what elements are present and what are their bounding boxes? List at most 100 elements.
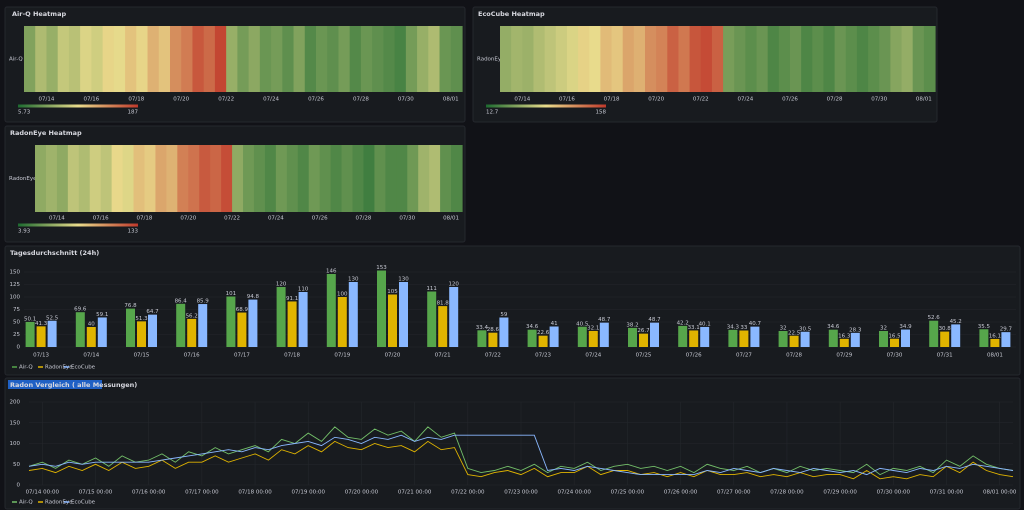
heatmap-cell	[901, 26, 914, 92]
bar	[427, 291, 437, 347]
heatmap-cell	[383, 26, 396, 92]
heatmap-cell	[734, 26, 746, 92]
bar	[789, 335, 799, 347]
bar	[839, 338, 849, 347]
y-tick-label: 50	[13, 462, 20, 468]
data-label: 76.8	[124, 303, 137, 309]
heatmap-cell	[214, 26, 227, 92]
data-label: 34.6	[526, 324, 539, 330]
heatmap-cell	[113, 26, 126, 92]
bar	[248, 299, 258, 347]
bar	[137, 321, 146, 347]
heatmap-cell	[282, 26, 295, 92]
legend-label: EcoCube	[71, 365, 96, 371]
heatmap-cell	[275, 145, 288, 212]
data-label: 33.1	[688, 325, 700, 331]
data-label: 68.9	[236, 307, 249, 313]
legend-label: RadonEye	[45, 365, 73, 371]
bar	[187, 318, 197, 347]
heatmap-cell	[203, 26, 216, 92]
data-label: 32	[780, 326, 787, 332]
data-label: 28.3	[849, 327, 862, 333]
bar	[298, 292, 308, 347]
bar	[650, 322, 659, 347]
y-tick-label: 0	[17, 345, 21, 351]
heatmap-cell	[823, 26, 836, 92]
bar	[399, 282, 408, 347]
panel-title: Tagesdurchschnitt (24h)	[10, 249, 99, 257]
heatmap-cell	[500, 26, 512, 92]
x-tick-label: 08/01	[987, 353, 1003, 359]
data-label: 34.3	[727, 324, 740, 330]
x-tick-label: 07/15	[134, 353, 150, 359]
data-label: 40	[88, 322, 95, 328]
x-tick-label: 07/19 00:00	[292, 490, 326, 496]
data-label: 153	[376, 265, 387, 271]
heatmap-cell	[308, 145, 321, 212]
x-tick-label: 07/28 00:00	[770, 490, 804, 496]
panel	[4, 245, 1021, 376]
heatmap-cell	[522, 26, 535, 92]
x-tick-label: 07/14	[49, 216, 65, 222]
bar	[990, 338, 1000, 347]
data-label: 40.5	[576, 321, 589, 327]
heatmap-cell	[868, 26, 880, 92]
data-label: 38.2	[626, 322, 638, 328]
panel-title: EcoCube Heatmap	[478, 10, 545, 18]
heatmap-cell	[923, 26, 936, 92]
x-tick-label: 07/25	[636, 353, 652, 359]
bar	[47, 320, 57, 347]
bar	[527, 329, 537, 347]
data-label: 29.7	[1000, 327, 1013, 333]
data-label: 105	[387, 289, 398, 295]
heatmap-cell	[136, 26, 149, 92]
bar	[689, 330, 699, 347]
color-scale-max: 158	[596, 110, 607, 116]
heatmap-cell	[578, 26, 590, 92]
heatmap-cell	[407, 145, 419, 212]
data-label: 120	[448, 282, 459, 288]
heatmap-cell	[756, 26, 769, 92]
bar	[449, 287, 459, 347]
color-scale	[18, 223, 138, 227]
heatmap-cell	[834, 26, 847, 92]
heatmap-cell	[155, 145, 167, 212]
data-label: 94.8	[247, 294, 260, 300]
data-label: 34.9	[899, 324, 912, 330]
heatmap-cell	[589, 26, 601, 92]
x-tick-label: 07/24	[737, 97, 753, 103]
heatmap-cell	[78, 145, 91, 212]
heatmap-cell	[35, 26, 48, 92]
heatmap-cell	[600, 26, 613, 92]
color-scale-max: 133	[128, 229, 139, 235]
data-label: 32.1	[587, 325, 599, 331]
data-label: 16.1	[989, 333, 1001, 339]
heatmap-cell	[533, 26, 546, 92]
y-tick-label: 75	[13, 307, 20, 313]
heatmap-cell	[181, 26, 194, 92]
heatmap-cell	[912, 26, 925, 92]
bar	[628, 327, 637, 347]
x-tick-label: 07/27 00:00	[717, 490, 751, 496]
y-tick-label: 125	[10, 282, 21, 288]
heatmap-cell	[451, 145, 463, 212]
heatmap-cell	[566, 26, 579, 92]
bar	[198, 304, 208, 347]
heatmap-cell	[192, 26, 205, 92]
data-label: 110	[298, 287, 309, 293]
heatmap-cell	[363, 145, 376, 212]
data-label: 41	[551, 321, 558, 327]
bar	[388, 294, 397, 347]
color-scale-min: 5.73	[18, 110, 31, 116]
y-tick-label: 150	[10, 420, 21, 426]
data-label: 85.9	[197, 299, 210, 305]
bar	[337, 297, 347, 347]
heatmap-cell	[221, 145, 233, 212]
heatmap-cell	[396, 145, 408, 212]
x-tick-label: 07/24	[268, 216, 284, 222]
x-tick-label: 07/20	[385, 353, 401, 359]
color-scale	[486, 104, 606, 108]
bar	[538, 335, 548, 347]
bar	[549, 326, 559, 347]
